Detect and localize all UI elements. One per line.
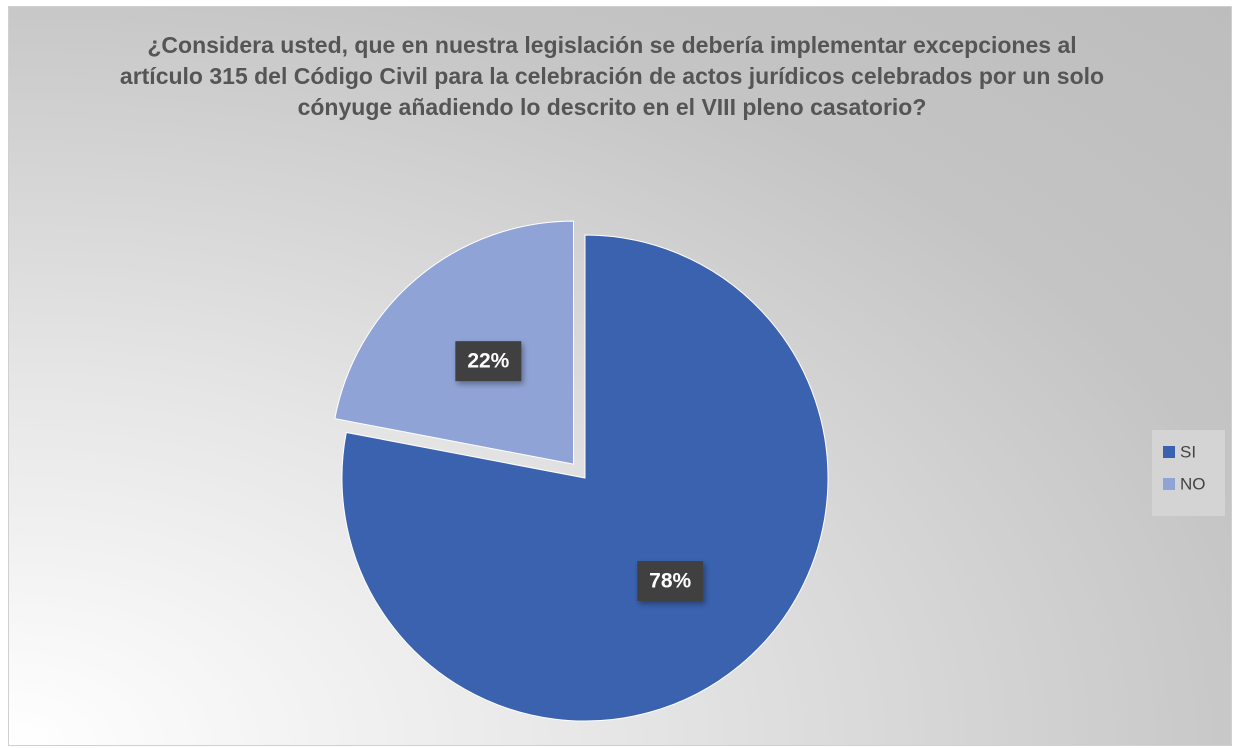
label-box — [637, 560, 704, 601]
legend-label: SI — [1180, 442, 1196, 461]
label-box — [455, 341, 522, 382]
legend-swatch — [1163, 446, 1175, 458]
pie-slice — [334, 220, 575, 465]
legend-box — [1152, 430, 1225, 516]
data-label: 22% — [467, 350, 509, 373]
pie-slice — [341, 234, 829, 722]
legend-label: NO — [1180, 474, 1206, 493]
data-label: 78% — [649, 570, 691, 593]
chart-title: ¿Considera usted, que en nuestra legisla… — [119, 32, 1105, 120]
legend-swatch — [1163, 478, 1175, 490]
